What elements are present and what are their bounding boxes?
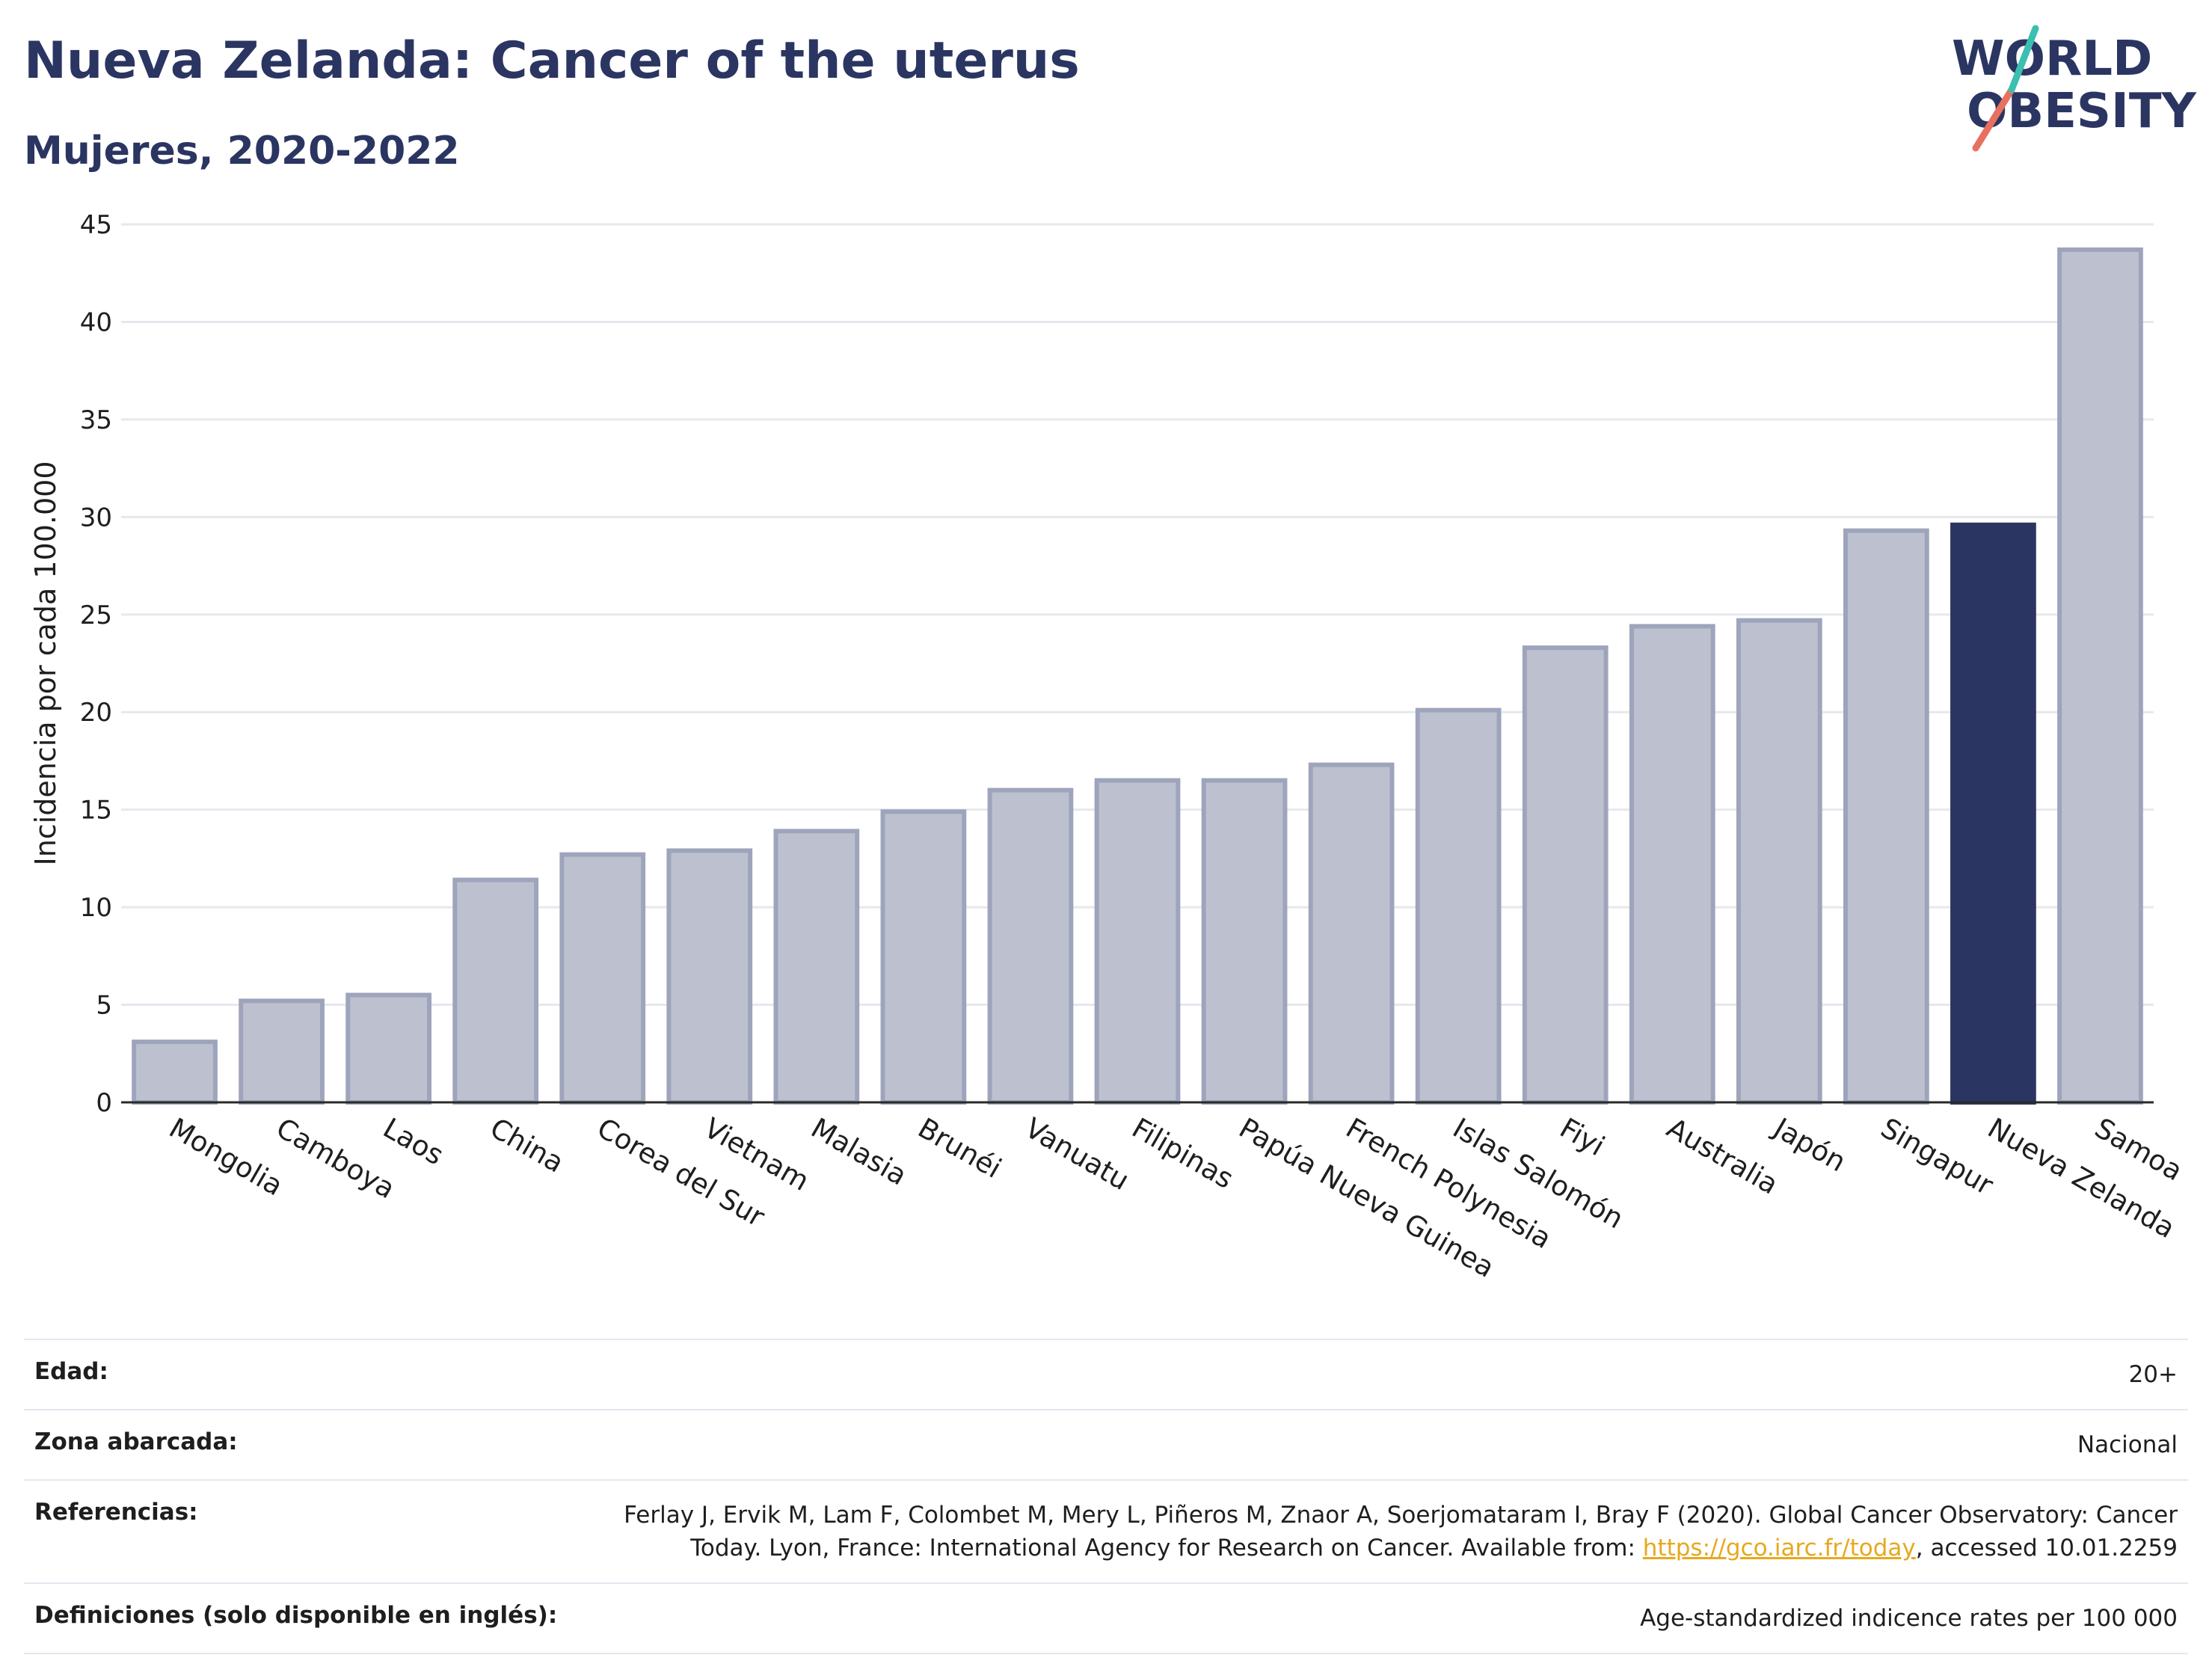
x-tick-label: Malasia — [805, 1112, 912, 1192]
details-table: Edad: 20+ Zona abarcada: Nacional Refere… — [24, 1339, 2188, 1654]
page-title: Nueva Zelanda: Cancer of the uterus — [24, 31, 1080, 90]
bar — [239, 998, 325, 1105]
details-label: Definiciones (solo disponible en inglés)… — [34, 1602, 558, 1629]
details-row-definitions: Definiciones (solo disponible en inglés)… — [24, 1582, 2188, 1654]
page-subtitle: Mujeres, 2020-2022 — [24, 129, 460, 174]
bar — [773, 829, 860, 1105]
y-tick-label: 15 — [80, 796, 112, 826]
y-axis-label: Incidencia por cada 100.000 — [29, 461, 62, 865]
details-label: Referencias: — [34, 1499, 198, 1526]
world-obesity-logo: WORLD OBESITY — [1952, 25, 2196, 152]
bar — [987, 787, 1074, 1105]
details-row-age: Edad: 20+ — [24, 1339, 2188, 1409]
bar-chart: 0 5 10 15 20 25 30 35 40 45 Incidencia por cada 10… — [29, 210, 2188, 1284]
logo-slash-teal — [2008, 25, 2039, 93]
x-tick-label: Fiyi — [1555, 1112, 1610, 1163]
details-label: Zona abarcada: — [34, 1428, 238, 1455]
bar — [1736, 618, 1822, 1105]
reference-link[interactable]: https://gco.iarc.fr/today — [1642, 1535, 1916, 1562]
reference-line2-post: , accessed 10.01.2259 — [1915, 1535, 2178, 1562]
logo-line1: WORLD — [1952, 31, 2152, 87]
bar — [1308, 762, 1395, 1105]
details-value: Ferlay J, Ervik M, Lam F, Colombet M, Me… — [624, 1499, 2178, 1565]
x-tick-label: Nueva Zelanda — [1982, 1112, 2181, 1245]
x-tick-label: Vanuatu — [1019, 1112, 1134, 1197]
bar — [452, 877, 539, 1105]
details-value: 20+ — [2128, 1361, 2178, 1388]
y-tick-label: 0 — [96, 1088, 112, 1118]
logo-line2: OBESITY — [1967, 84, 2196, 139]
details-value: Age-standardized indicence rates per 100… — [1640, 1605, 2178, 1632]
y-tick-label: 30 — [80, 503, 112, 532]
details-row-references: Referencias: Ferlay J, Ervik M, Lam F, C… — [24, 1479, 2188, 1582]
bar — [666, 848, 753, 1105]
y-tick-label: 5 — [96, 991, 112, 1021]
bar — [1094, 778, 1181, 1105]
bar — [1629, 624, 1715, 1105]
y-tick-label: 25 — [80, 601, 112, 630]
x-tick-label: Camboya — [271, 1112, 400, 1206]
details-label: Edad: — [34, 1358, 108, 1385]
x-tick-label: Mongolia — [164, 1112, 288, 1203]
x-tick-label: Brunéi — [912, 1112, 1007, 1185]
y-tick-label: 20 — [80, 698, 112, 728]
y-tick-label: 45 — [80, 210, 112, 240]
bar — [1415, 707, 1502, 1105]
reference-line2-pre: Today. Lyon, France: International Agenc… — [690, 1535, 1643, 1562]
x-tick-label: Filipinas — [1127, 1112, 1239, 1196]
bar — [345, 992, 431, 1105]
logo-slash-red — [1972, 86, 2015, 152]
y-tick-label: 35 — [80, 405, 112, 435]
bar — [1950, 522, 2036, 1105]
x-tick-label: Laos — [378, 1112, 449, 1172]
details-value: Nacional — [2077, 1431, 2178, 1458]
reference-line1: Ferlay J, Ervik M, Lam F, Colombet M, Me… — [624, 1502, 2178, 1529]
x-tick-label: Japón — [1767, 1111, 1852, 1179]
bar — [1843, 528, 1929, 1105]
bar — [2057, 247, 2143, 1105]
bar — [1522, 645, 1609, 1105]
x-tick-label: Australia — [1662, 1112, 1784, 1201]
bar — [132, 1040, 218, 1105]
bar — [880, 809, 967, 1105]
details-row-area: Zona abarcada: Nacional — [24, 1409, 2188, 1479]
y-tick-label: 10 — [80, 893, 112, 923]
x-tick-label: Singapur — [1875, 1112, 2000, 1202]
bar — [1201, 778, 1288, 1105]
bar — [559, 852, 646, 1105]
y-tick-label: 40 — [80, 307, 112, 337]
x-tick-label: China — [485, 1112, 569, 1179]
